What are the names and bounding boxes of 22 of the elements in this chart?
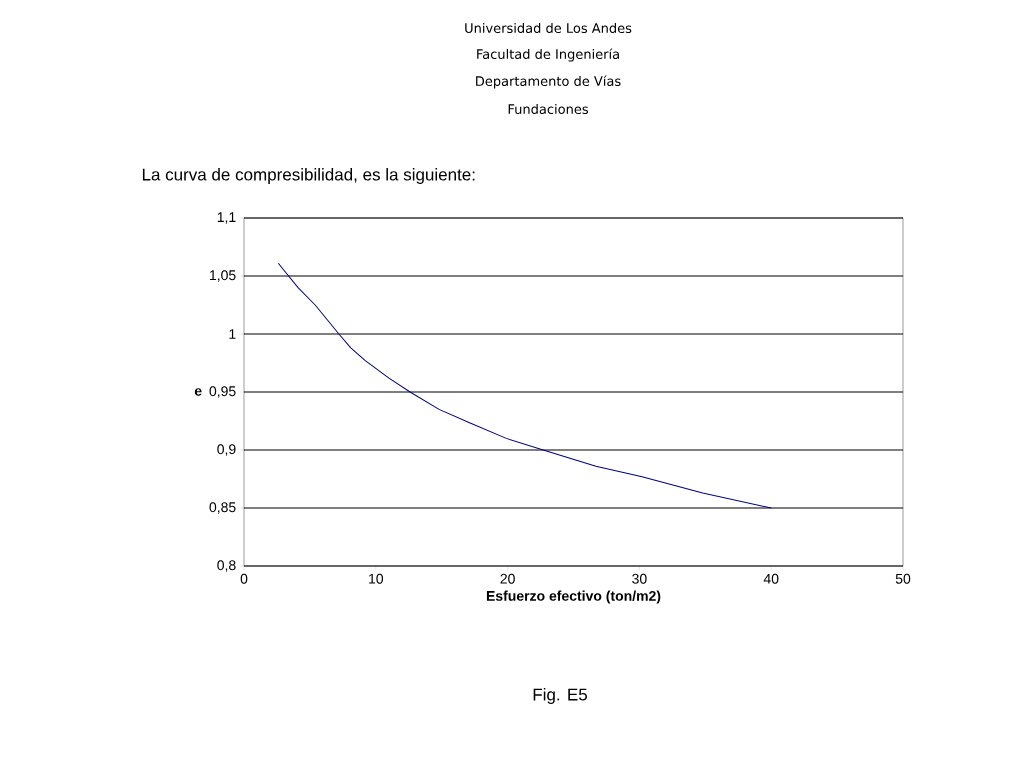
text: Departamento de Vías: [476, 75, 621, 89]
x-tick-label: 20: [500, 573, 515, 584]
text: Fundaciones: [508, 103, 588, 115]
x-tick-label: 30: [632, 573, 647, 584]
y-tick-label: 0,9: [217, 444, 236, 456]
y-tick-label: 1: [229, 329, 236, 339]
y-tick-label: 0,95: [209, 386, 236, 398]
y-tick-label: 1,1: [217, 212, 236, 224]
x-tick-label: 50: [895, 573, 911, 584]
x-axis-title: Esfuerzo efectivo (ton/m2): [486, 590, 661, 604]
x-tick-label: 40: [763, 573, 779, 584]
y-axis-title: e: [194, 388, 202, 396]
y-tick-label: 0,85: [209, 502, 236, 514]
line-series: [277, 262, 772, 509]
x-tick-label: 10: [369, 573, 384, 584]
y-tick-label: 0,8: [217, 560, 236, 572]
text: Facultad de Ingeniería: [477, 48, 619, 62]
text: Universidad de Los Andes: [465, 22, 632, 34]
y-tick-label: 1,05: [210, 270, 236, 282]
x-tick-label: 0: [240, 573, 248, 584]
chart-title: La curva de compresibilidad, es la siguiente:: [142, 168, 475, 184]
caption: Fig. E5: [533, 688, 587, 704]
